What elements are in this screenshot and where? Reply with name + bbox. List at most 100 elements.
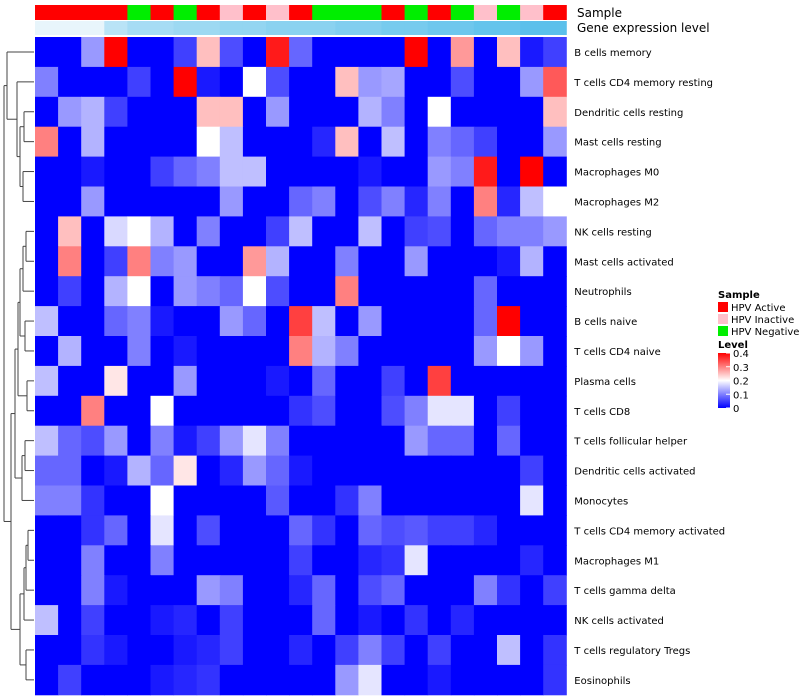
heatmap-cell (150, 186, 175, 217)
heatmap-cell (104, 246, 128, 277)
heatmap-cell (520, 276, 544, 307)
heatmap-cell (58, 216, 82, 247)
heatmap-cell (242, 216, 267, 247)
sample-annotation-cell (289, 5, 313, 20)
heatmap-cell (58, 306, 82, 337)
heatmap-cell (520, 515, 544, 546)
heatmap-cell (58, 96, 82, 128)
heatmap-cell (242, 246, 267, 277)
heatmap-cell (335, 425, 359, 457)
heatmap-cell (450, 395, 475, 427)
expression-annotation-cell (543, 21, 567, 35)
heatmap-cell (543, 336, 567, 367)
heatmap-cell (219, 485, 244, 516)
heatmap-cell (450, 336, 475, 367)
heatmap-cell (196, 545, 221, 576)
heatmap-cell (173, 605, 198, 636)
heatmap-cell (497, 635, 521, 666)
heatmap-cell (127, 515, 151, 546)
heatmap-cell (358, 276, 382, 307)
heatmap-cell (81, 126, 105, 158)
heatmap-cell (520, 545, 544, 576)
heatmap-cell (381, 455, 406, 486)
sample-annotation-cell (312, 5, 336, 20)
heatmap-cell (335, 545, 359, 576)
row-labels: B cells memory T cells CD4 memory resting… (573, 48, 725, 687)
heatmap-cell (335, 575, 359, 606)
heatmap-cell (497, 515, 521, 546)
heatmap-cell (150, 246, 175, 277)
heatmap-cell (196, 635, 221, 666)
heatmap-cell (312, 395, 336, 427)
heatmap-cell (427, 126, 452, 158)
expression-annotation-cell (35, 21, 59, 35)
heatmap-cell (104, 455, 128, 486)
row-label: NK cells resting (574, 227, 651, 238)
heatmap-cell (35, 336, 59, 367)
heatmap-cell (35, 66, 59, 98)
heatmap-cell (312, 246, 336, 277)
heatmap-cell (427, 395, 452, 427)
heatmap-cell (497, 365, 521, 397)
heatmap-cells (35, 37, 567, 696)
heatmap-cell (58, 605, 82, 636)
heatmap-cell (127, 635, 151, 666)
heatmap-cell (266, 664, 290, 696)
heatmap-cell (520, 37, 544, 68)
heatmap-cell (289, 545, 313, 576)
legend-tick-label: 0.2 (733, 377, 749, 388)
row-label: Neutrophils (574, 287, 631, 298)
heatmap-cell (335, 246, 359, 277)
heatmap-cell (289, 96, 313, 128)
heatmap-cell (497, 246, 521, 277)
legend-tick-label: 0 (733, 404, 739, 415)
heatmap-cell (404, 515, 429, 546)
heatmap-cell (58, 635, 82, 666)
heatmap-cell (520, 186, 544, 217)
heatmap-cell (520, 365, 544, 397)
heatmap-cell (35, 306, 59, 337)
heatmap-cell (289, 246, 313, 277)
heatmap-cell (150, 96, 175, 128)
heatmap-cell (266, 365, 290, 397)
heatmap-cell (358, 96, 382, 128)
heatmap-cell (473, 336, 498, 367)
heatmap-cell (35, 515, 59, 546)
heatmap-cell (150, 635, 175, 666)
heatmap-cell (266, 605, 290, 636)
heatmap-cell (127, 336, 151, 367)
heatmap-cell (358, 545, 382, 576)
heatmap-cell (196, 37, 221, 68)
heatmap-cell (381, 395, 406, 427)
sample-annotation-cell (473, 5, 498, 20)
heatmap-cell (58, 186, 82, 217)
heatmap-cell (127, 186, 151, 217)
heatmap-cell (173, 126, 198, 158)
heatmap-cell (173, 395, 198, 427)
heatmap-cell (289, 485, 313, 516)
heatmap-cell (35, 96, 59, 128)
heatmap-cell (242, 605, 267, 636)
heatmap-cell (543, 545, 567, 576)
heatmap-cell (150, 276, 175, 307)
heatmap-cell (473, 395, 498, 427)
heatmap-cell (520, 156, 544, 187)
heatmap-cell (35, 156, 59, 187)
row-label: Mast cells activated (574, 257, 673, 268)
heatmap-cell (543, 276, 567, 307)
heatmap-cell (543, 365, 567, 397)
heatmap-cell (173, 455, 198, 486)
sample-annotation-cell (58, 5, 82, 20)
heatmap-cell (520, 605, 544, 636)
heatmap-cell (473, 37, 498, 68)
heatmap-cell (196, 246, 221, 277)
heatmap-cell (104, 276, 128, 307)
row-label: T cells regulatory Tregs (573, 646, 690, 657)
heatmap-cell (358, 156, 382, 187)
heatmap-cell (358, 664, 382, 696)
heatmap-cell (104, 575, 128, 606)
legend-tick-label: 0.3 (733, 363, 749, 374)
heatmap-cell (104, 216, 128, 247)
sample-annotation-cell (81, 5, 105, 20)
heatmap-cell (358, 66, 382, 98)
